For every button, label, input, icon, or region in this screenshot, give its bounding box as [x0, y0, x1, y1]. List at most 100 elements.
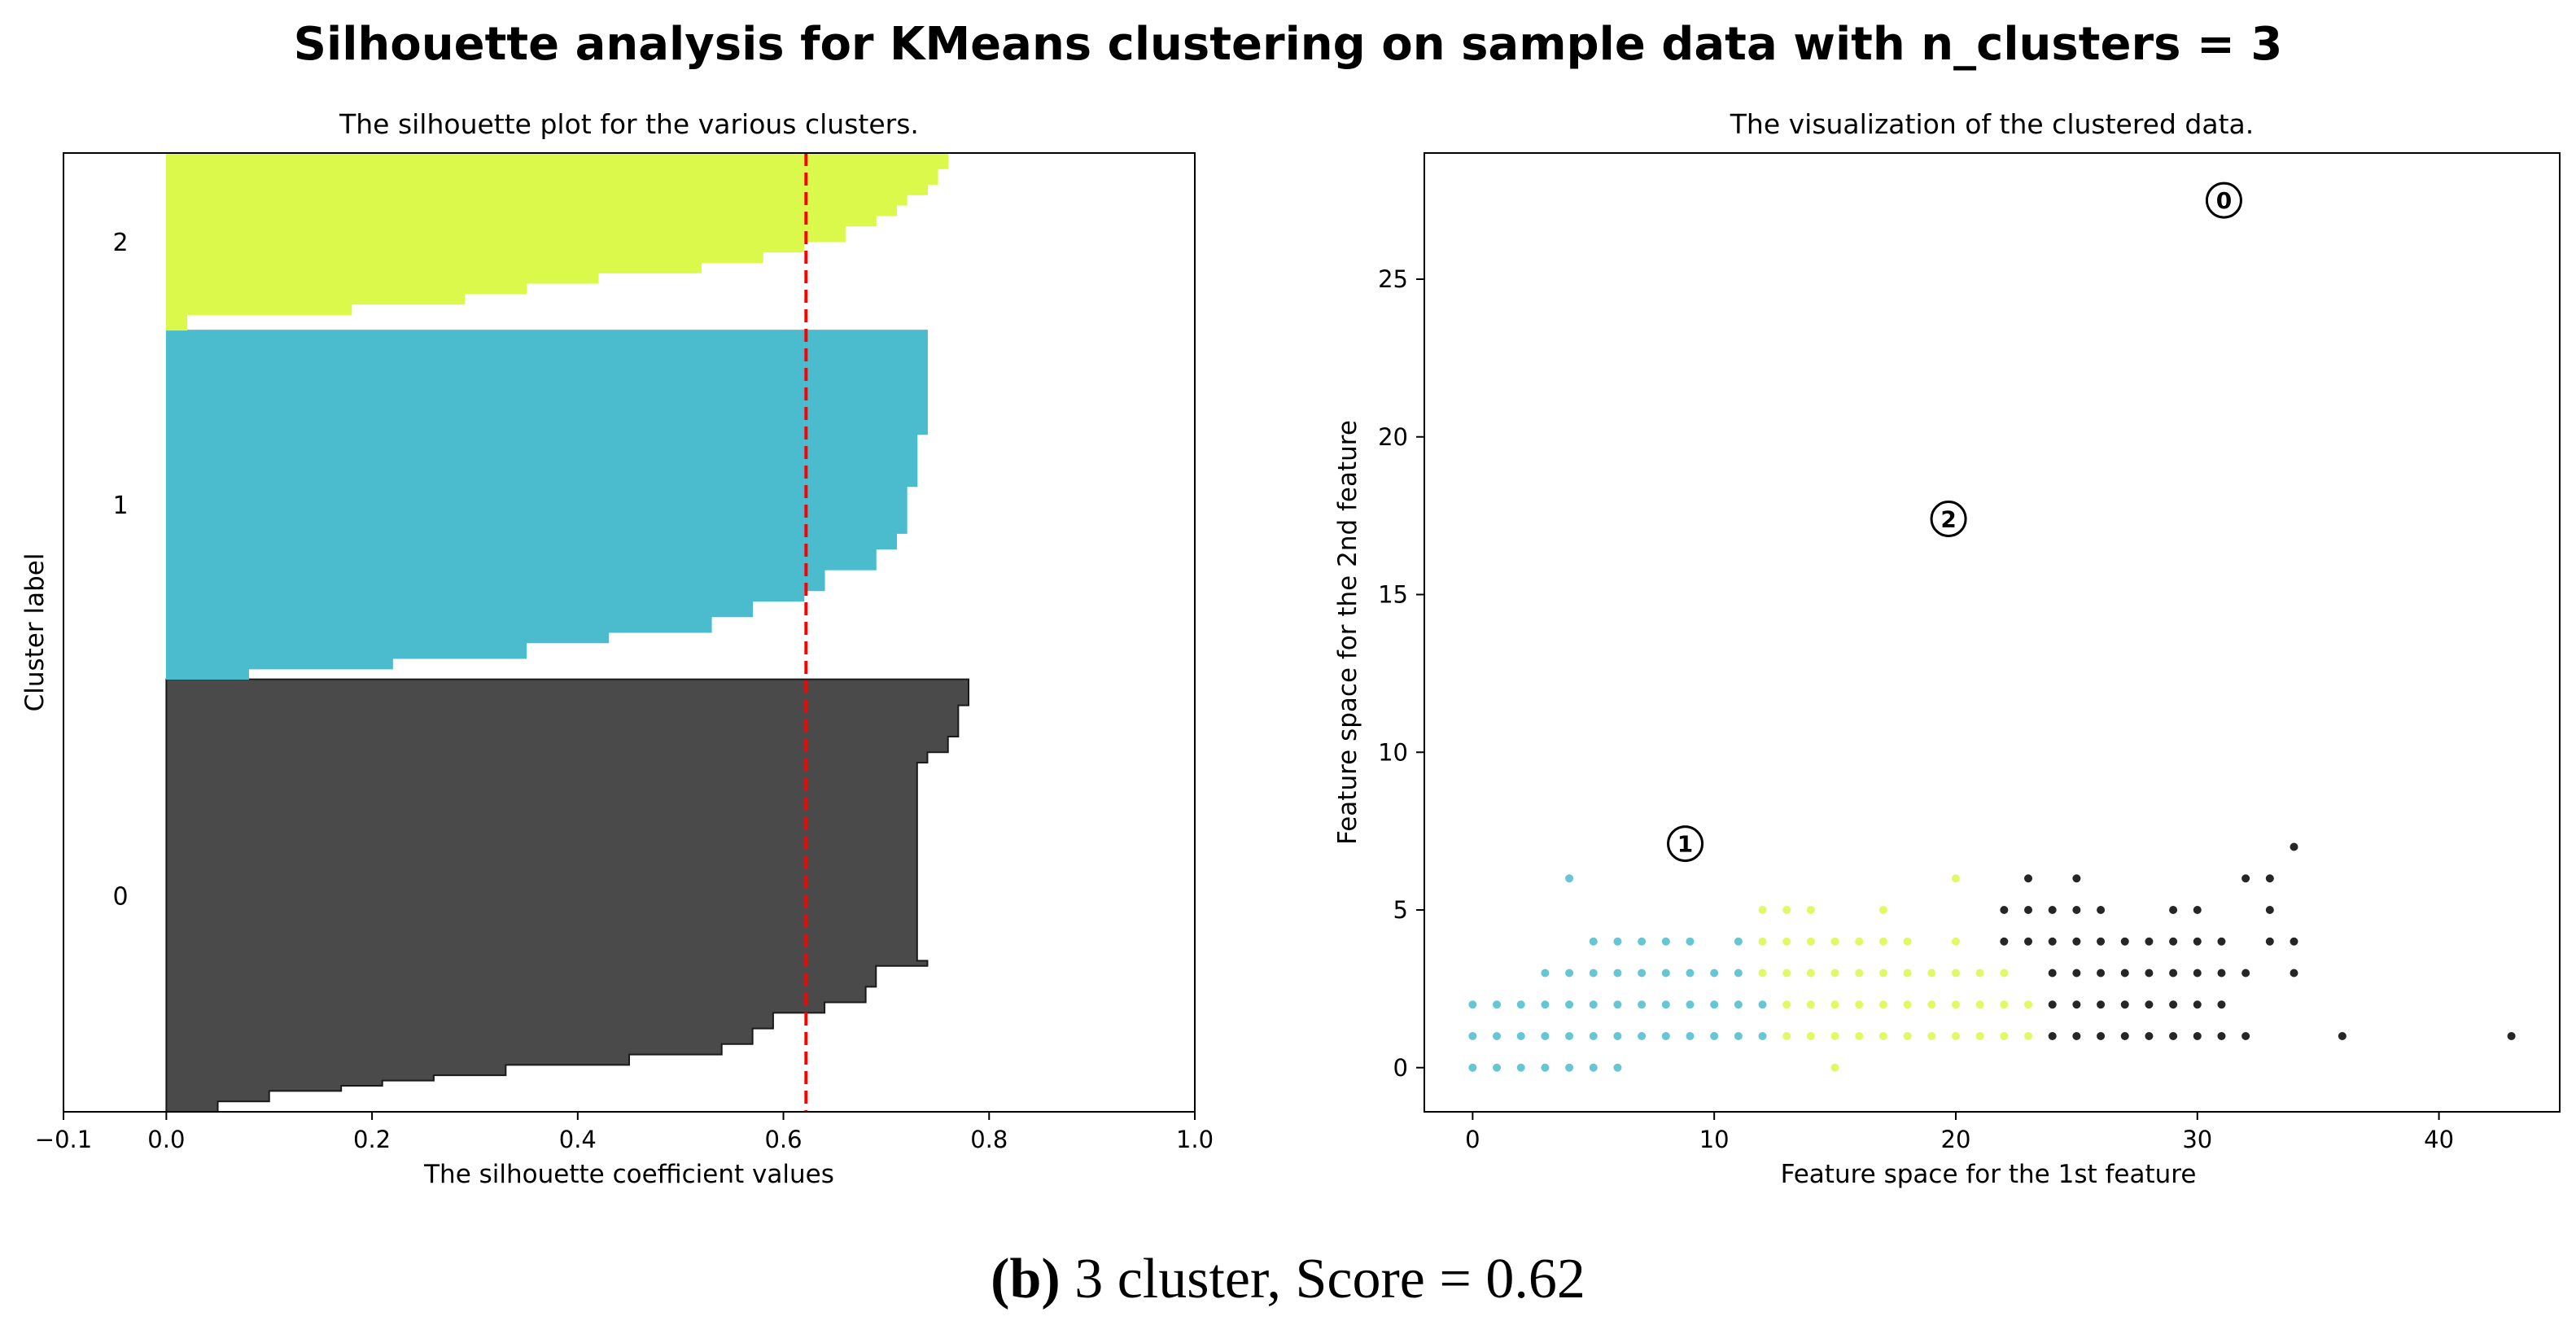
scatter-point [1589, 1000, 1598, 1009]
scatter-point [1493, 1063, 1502, 1072]
scatter-point [1589, 1063, 1598, 1072]
scatter-point [1951, 937, 1960, 946]
scatter-point [2290, 937, 2298, 946]
scatter-point [1516, 1000, 1525, 1009]
cluster-center-marker [1667, 825, 1704, 863]
cluster-center-1: 1 [1667, 825, 1704, 863]
scatter-point [2072, 906, 2081, 914]
scatter-point [1734, 937, 1743, 946]
scatter-point [1782, 937, 1791, 946]
scatter-point [1806, 969, 1815, 978]
silhouette-x-tick-label: 0.2 [353, 1126, 391, 1153]
silhouette-fills [165, 152, 969, 1113]
scatter-point [1516, 1063, 1525, 1072]
scatter-x-tick-label: 40 [2424, 1126, 2454, 1153]
scatter-point [2193, 1032, 2202, 1040]
scatter-point [1734, 969, 1743, 978]
scatter-point [1613, 1032, 1622, 1040]
scatter-point [1541, 1063, 1550, 1072]
scatter-y-tick-label: 20 [1378, 423, 1408, 451]
silhouette-axes: −0.1 0.0 0.2 0.4 0.6 0.8 1.0 0 1 2 The silhouett… [20, 152, 1214, 1189]
scatter-y-tick-label: 10 [1378, 738, 1408, 766]
scatter-point [2000, 906, 2009, 914]
scatter-point [1710, 1032, 1719, 1040]
scatter-point [1758, 906, 1767, 914]
scatter-point [2145, 1032, 2154, 1040]
scatter-point [1565, 1000, 1574, 1009]
silhouette-x-tick-label: 0.8 [970, 1126, 1008, 1153]
scatter-point [1565, 874, 1574, 883]
silhouette-x-tick-label: 0.6 [764, 1126, 802, 1153]
scatter-point [1589, 1032, 1598, 1040]
cluster-center-marker [1930, 501, 1967, 537]
scatter-point [1806, 1032, 1815, 1040]
scatter-point [2290, 842, 2298, 851]
cluster-center-2: 2 [1930, 501, 1967, 537]
caption-text: 3 cluster, Score = 0.62 [1060, 1248, 1585, 1310]
scatter-point [1734, 1032, 1743, 1040]
silhouette-cluster-2-fill [165, 152, 949, 331]
scatter-point [1493, 1032, 1502, 1040]
scatter-point [2217, 1000, 2226, 1009]
scatter-point [2193, 937, 2202, 946]
scatter-point [2241, 874, 2250, 883]
scatter-point [1661, 937, 1670, 946]
scatter-point [2507, 1032, 2516, 1040]
scatter-y-axis-label: Feature space for the 2nd feature [1333, 420, 1362, 845]
scatter-point [2241, 969, 2250, 978]
scatter-point [1975, 969, 1984, 978]
scatter-point [1638, 1032, 1647, 1040]
scatter-x-tick-label: 30 [2182, 1126, 2212, 1153]
silhouette-x-axis-label: The silhouette coefficient values [423, 1160, 834, 1189]
silhouette-plot-title: The silhouette plot for the various clus… [339, 108, 919, 140]
scatter-point [1878, 906, 1887, 914]
scatter-point [2024, 1032, 2033, 1040]
silhouette-y-axis-label: Cluster label [20, 553, 50, 712]
scatter-point [2193, 906, 2202, 914]
scatter-point [1951, 969, 1960, 978]
scatter-point [1613, 969, 1622, 978]
scatter-point [2048, 937, 2057, 946]
cluster-center-label: 2 [1940, 506, 1956, 533]
scatter-point [1975, 1032, 1984, 1040]
scatter-point [1782, 1032, 1791, 1040]
cluster-label-2: 2 [112, 229, 128, 257]
scatter-point [1516, 1032, 1525, 1040]
scatter-point [2217, 969, 2226, 978]
silhouette-x-tick-label: 0.0 [147, 1126, 185, 1153]
scatter-point [2120, 969, 2129, 978]
scatter-point [2120, 1032, 2129, 1040]
scatter-point [2000, 969, 2009, 978]
cluster-label-1: 1 [112, 492, 128, 520]
scatter-point [1734, 1000, 1743, 1009]
scatter-point [1951, 874, 1960, 883]
scatter-point [1782, 906, 1791, 914]
scatter-point [2217, 937, 2226, 946]
scatter-point [1468, 1063, 1477, 1072]
scatter-y-tick-label: 15 [1378, 581, 1408, 609]
scatter-point [1613, 1000, 1622, 1009]
scatter-point [1855, 1032, 1864, 1040]
scatter-point [2169, 937, 2178, 946]
silhouette-x-tick-label: −0.1 [35, 1126, 92, 1153]
silhouette-frame [63, 152, 1196, 1113]
scatter-point [1661, 969, 1670, 978]
scatter-point [1613, 937, 1622, 946]
silhouette-cluster-1-fill [165, 330, 928, 680]
scatter-point [1661, 1000, 1670, 1009]
scatter-point [2120, 1000, 2129, 1009]
scatter-point [1541, 1032, 1550, 1040]
scatter-point [1638, 937, 1647, 946]
scatter-point [1903, 937, 1912, 946]
scatter-point [2097, 1032, 2106, 1040]
scatter-point [1589, 937, 1598, 946]
scatter-point [2000, 937, 2009, 946]
scatter-point [2048, 1032, 2057, 1040]
scatter-point [2193, 1000, 2202, 1009]
scatter-point [1468, 1000, 1477, 1009]
scatter-x-axis-label: Feature space for the 1st feature [1781, 1160, 2197, 1189]
scatter-points [1468, 842, 2516, 1072]
scatter-point [2338, 1032, 2346, 1040]
scatter-point [2241, 1032, 2250, 1040]
